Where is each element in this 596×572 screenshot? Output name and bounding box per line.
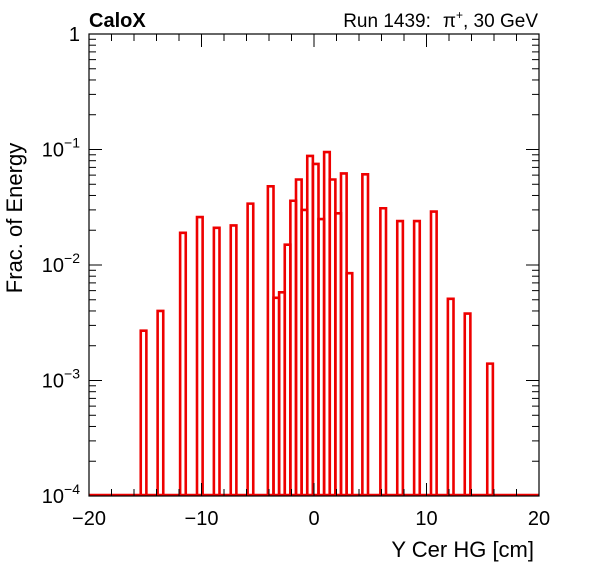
- y-axis-label: Frac. of Energy: [2, 143, 27, 293]
- histogram-bin: [195, 215, 204, 495]
- histogram-bin: [485, 362, 495, 495]
- histogram-bin: [463, 312, 472, 495]
- histogram-bin: [156, 309, 165, 495]
- histogram-series: [89, 150, 539, 497]
- histogram-bin: [379, 206, 388, 495]
- x-tick-label: 0: [308, 508, 319, 530]
- histogram-bin: [246, 202, 255, 495]
- y-tick-label: 1: [69, 24, 80, 46]
- y-tick-label: 10−2: [42, 250, 80, 277]
- tick-labels: −20 −10 0 10 20 1 10−1 10−2 10−3 10−4: [42, 24, 550, 530]
- histogram-bin: [212, 226, 221, 495]
- particle-charge: +: [456, 8, 463, 22]
- histogram-bin: [345, 271, 354, 495]
- histogram-bin: [395, 219, 405, 495]
- x-tick-label: −20: [72, 508, 106, 530]
- histogram-bin: [446, 297, 455, 495]
- histogram-bin: [229, 224, 238, 495]
- x-tick-label: −10: [185, 508, 219, 530]
- x-tick-label: 10: [415, 508, 437, 530]
- axis-ticks: [88, 33, 540, 497]
- y-tick-label: 10−3: [42, 366, 80, 393]
- x-tick-label: 20: [528, 508, 550, 530]
- experiment-label: CaloX: [89, 10, 146, 32]
- x-axis-label: Y Cer HG [cm]: [391, 537, 534, 562]
- histogram-bin: [361, 172, 370, 495]
- particle-symbol: π: [443, 11, 456, 32]
- histogram-bin: [429, 210, 438, 495]
- histogram-bin: [178, 231, 188, 495]
- run-info-label: Run 1439: π+, 30 GeV: [343, 8, 538, 32]
- beam-energy: , 30 GeV: [463, 11, 538, 32]
- histogram-bin: [412, 219, 422, 495]
- y-tick-label: 10−4: [42, 481, 80, 508]
- run-prefix: Run 1439:: [343, 11, 431, 32]
- y-tick-label: 10−1: [42, 135, 80, 162]
- histogram-bin: [139, 329, 148, 495]
